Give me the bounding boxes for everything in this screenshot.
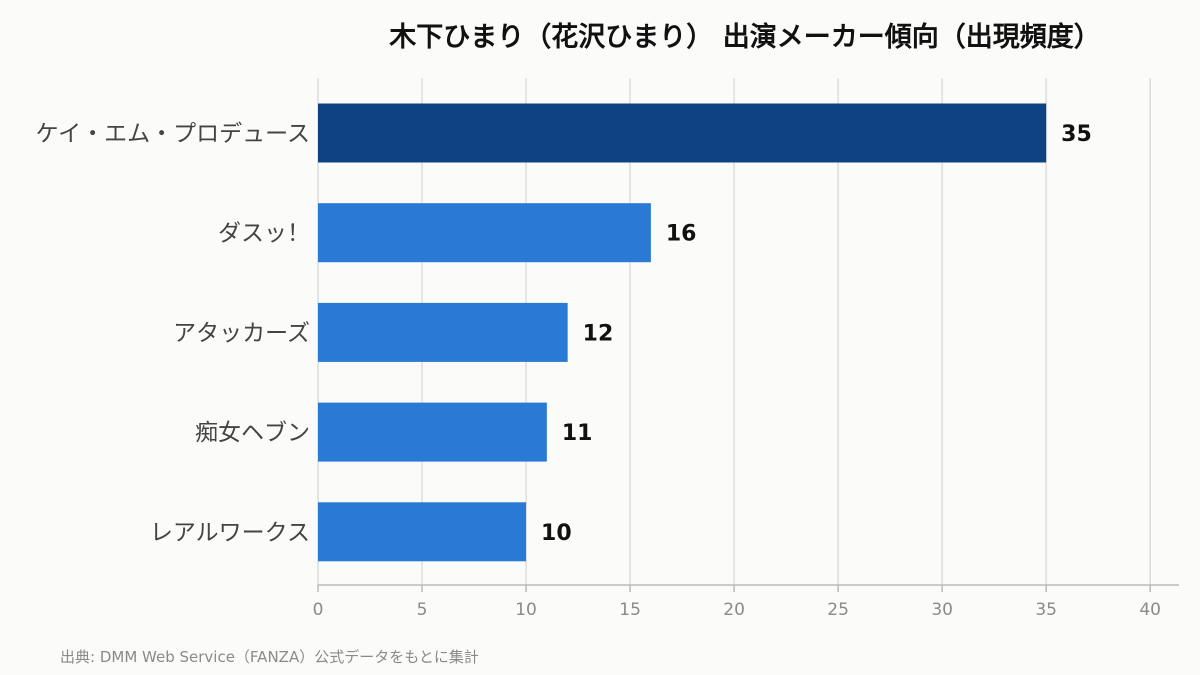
bar-5 (318, 502, 527, 562)
x-tick-label-30: 30 (931, 600, 953, 620)
x-tick-label-10: 10 (515, 600, 537, 620)
x-axis: 0 5 10 15 20 25 30 35 40 (313, 584, 1179, 620)
category-label-1: ケイ・エム・プロデュース (36, 121, 310, 147)
category-label-5: レアルワークス (150, 520, 310, 546)
x-tick-label-25: 25 (827, 600, 849, 620)
category-label-2: ダスッ！ (218, 221, 310, 247)
source-note: 出典: DMM Web Service（FANZA）公式データをもとに集計 (60, 648, 479, 666)
bar-2 (318, 203, 651, 263)
labels: ケイ・エム・プロデュース 35 ダスッ！ 16 アタッカーズ 12 痴女ヘブン 11 レアルワー… (36, 121, 1092, 546)
bar-3 (318, 302, 568, 362)
x-tick-label-35: 35 (1035, 600, 1057, 620)
category-label-4: 痴女ヘブン (195, 420, 310, 446)
x-tick-label-5: 5 (417, 600, 428, 620)
bar-1 (318, 103, 1047, 163)
value-label-3: 12 (583, 321, 614, 346)
x-tick-label-40: 40 (1139, 600, 1161, 620)
x-tick-label-0: 0 (313, 600, 324, 620)
chart-title: 木下ひまり（花沢ひまり） 出演メーカー傾向（出現頻度） (388, 21, 1100, 53)
x-tick-label-15: 15 (619, 600, 641, 620)
category-label-3: アタッカーズ (173, 320, 310, 346)
value-label-4: 11 (562, 421, 593, 446)
x-tick-label-20: 20 (723, 600, 745, 620)
value-label-1: 35 (1061, 122, 1092, 147)
value-label-2: 16 (666, 222, 697, 247)
bars (318, 103, 1047, 562)
bar-4 (318, 402, 547, 462)
value-label-5: 10 (541, 521, 572, 546)
